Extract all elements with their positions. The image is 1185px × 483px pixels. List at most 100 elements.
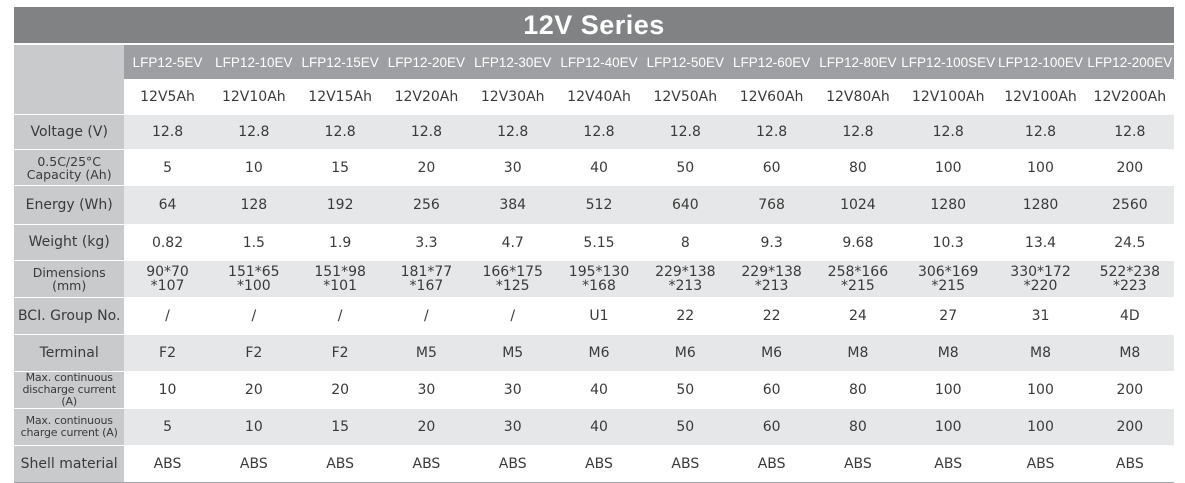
value-cell: 100 bbox=[901, 371, 996, 409]
capacity-cell: 12V10Ah bbox=[210, 79, 297, 115]
value-cell: M8 bbox=[995, 334, 1086, 372]
value-cell: 1024 bbox=[814, 185, 902, 225]
model-name-cell: LFP12-100SEV bbox=[901, 45, 996, 80]
value-cell: 30 bbox=[469, 149, 556, 186]
value-cell: 80 bbox=[814, 408, 902, 446]
value-cell: 12.8 bbox=[124, 114, 211, 150]
value-cell: 10 bbox=[210, 408, 297, 446]
model-name-cell: LFP12-5EV bbox=[124, 45, 211, 80]
value-cell: M6 bbox=[728, 334, 815, 372]
value-cell: 27 bbox=[901, 297, 996, 335]
value-cell: 12.8 bbox=[383, 114, 470, 150]
model-name-cell: LFP12-100EV bbox=[995, 45, 1086, 80]
model-name-cell: LFP12-40EV bbox=[555, 45, 643, 80]
row-label: Energy (Wh) bbox=[14, 185, 125, 225]
value-cell: ABS bbox=[901, 445, 996, 483]
value-cell: 1280 bbox=[995, 185, 1086, 225]
value-cell: 522*238 *223 bbox=[1085, 260, 1174, 298]
value-cell: / bbox=[210, 297, 297, 335]
header-corner bbox=[14, 45, 125, 115]
capacity-cell: 12V40Ah bbox=[555, 79, 643, 115]
value-cell: 100 bbox=[995, 149, 1086, 186]
value-cell: 330*172 *220 bbox=[995, 260, 1086, 298]
value-cell: / bbox=[383, 297, 470, 335]
value-cell: 5 bbox=[124, 408, 211, 446]
row-label: Terminal bbox=[14, 334, 125, 372]
value-cell: 384 bbox=[469, 185, 556, 225]
value-cell: 50 bbox=[642, 408, 729, 446]
capacity-cell: 12V80Ah bbox=[814, 79, 902, 115]
value-cell: ABS bbox=[995, 445, 1086, 483]
value-cell: 229*138 *213 bbox=[642, 260, 729, 298]
value-cell: 3.3 bbox=[383, 224, 470, 261]
value-cell: 100 bbox=[901, 149, 996, 186]
value-cell: 0.82 bbox=[124, 224, 211, 261]
value-cell: 31 bbox=[995, 297, 1086, 335]
bci-group-row: BCI. Group No. / / / / / U1 22 22 24 27 31 4D bbox=[14, 297, 1174, 335]
value-cell: 192 bbox=[296, 185, 384, 225]
value-cell: 229*138 *213 bbox=[728, 260, 815, 298]
row-label: Dimensions (mm) bbox=[14, 260, 125, 298]
value-cell: 640 bbox=[642, 185, 729, 225]
value-cell: 9.68 bbox=[814, 224, 902, 261]
value-cell: ABS bbox=[642, 445, 729, 483]
spec-table: LFP12-5EV LFP12-10EV LFP12-15EV LFP12-20EV L… bbox=[14, 45, 1174, 483]
value-cell: F2 bbox=[124, 334, 211, 372]
value-cell: 12.8 bbox=[469, 114, 556, 150]
value-cell: 200 bbox=[1085, 149, 1174, 186]
value-cell: 5 bbox=[124, 149, 211, 186]
model-name-cell: LFP12-30EV bbox=[469, 45, 556, 80]
value-cell: 40 bbox=[555, 371, 643, 409]
value-cell: 10 bbox=[124, 371, 211, 409]
value-cell: 20 bbox=[296, 371, 384, 409]
value-cell: 22 bbox=[728, 297, 815, 335]
value-cell: 12.8 bbox=[642, 114, 729, 150]
value-cell: 258*166 *215 bbox=[814, 260, 902, 298]
row-label: Max. continuous discharge current (A) bbox=[14, 371, 125, 409]
value-cell: 12.8 bbox=[210, 114, 297, 150]
value-cell: ABS bbox=[469, 445, 556, 483]
value-cell: 40 bbox=[555, 149, 643, 186]
value-cell: 166*175 *125 bbox=[469, 260, 556, 298]
terminal-row: Terminal F2 F2 F2 M5 M5 M6 M6 M6 M8 M8 M8 M8 bbox=[14, 334, 1174, 372]
voltage-row: Voltage (V) 12.8 12.8 12.8 12.8 12.8 12.8 12.8 1… bbox=[14, 114, 1174, 150]
value-cell: 13.4 bbox=[995, 224, 1086, 261]
row-label: Weight (kg) bbox=[14, 224, 125, 261]
value-cell: 60 bbox=[728, 149, 815, 186]
value-cell: 1280 bbox=[901, 185, 996, 225]
value-cell: 100 bbox=[995, 408, 1086, 446]
value-cell: 50 bbox=[642, 371, 729, 409]
value-cell: 768 bbox=[728, 185, 815, 225]
value-cell: 256 bbox=[383, 185, 470, 225]
value-cell: / bbox=[469, 297, 556, 335]
max-discharge-current-row: Max. continuous discharge current (A) 10 20… bbox=[14, 371, 1174, 409]
shell-material-row: Shell material ABS ABS ABS ABS ABS ABS ABS ABS AB… bbox=[14, 445, 1174, 483]
value-cell: 15 bbox=[296, 408, 384, 446]
value-cell: ABS bbox=[383, 445, 470, 483]
value-cell: 60 bbox=[728, 371, 815, 409]
value-cell: ABS bbox=[555, 445, 643, 483]
row-label: Voltage (V) bbox=[14, 114, 125, 150]
value-cell: 12.8 bbox=[814, 114, 902, 150]
value-cell: 195*130 *168 bbox=[555, 260, 643, 298]
model-row: LFP12-5EV LFP12-10EV LFP12-15EV LFP12-20EV L… bbox=[14, 45, 1174, 115]
value-cell: M5 bbox=[469, 334, 556, 372]
value-cell: 10.3 bbox=[901, 224, 996, 261]
value-cell: F2 bbox=[210, 334, 297, 372]
value-cell: 5.15 bbox=[555, 224, 643, 261]
row-label: BCI. Group No. bbox=[14, 297, 125, 335]
series-title: 12V Series bbox=[14, 7, 1174, 43]
value-cell: 80 bbox=[814, 371, 902, 409]
dimensions-row: Dimensions (mm) 90*70 *107 151*65 *100 151*98… bbox=[14, 260, 1174, 298]
value-cell: F2 bbox=[296, 334, 384, 372]
capacity-cell: 12V100Ah bbox=[995, 79, 1086, 115]
value-cell: 12.8 bbox=[296, 114, 384, 150]
value-cell: ABS bbox=[814, 445, 902, 483]
value-cell: 12.8 bbox=[901, 114, 996, 150]
value-cell: ABS bbox=[1085, 445, 1174, 483]
value-cell: / bbox=[124, 297, 211, 335]
value-cell: 100 bbox=[995, 371, 1086, 409]
value-cell: 4D bbox=[1085, 297, 1174, 335]
capacity-cell: 12V50Ah bbox=[642, 79, 729, 115]
capacity-cell: 12V30Ah bbox=[469, 79, 556, 115]
